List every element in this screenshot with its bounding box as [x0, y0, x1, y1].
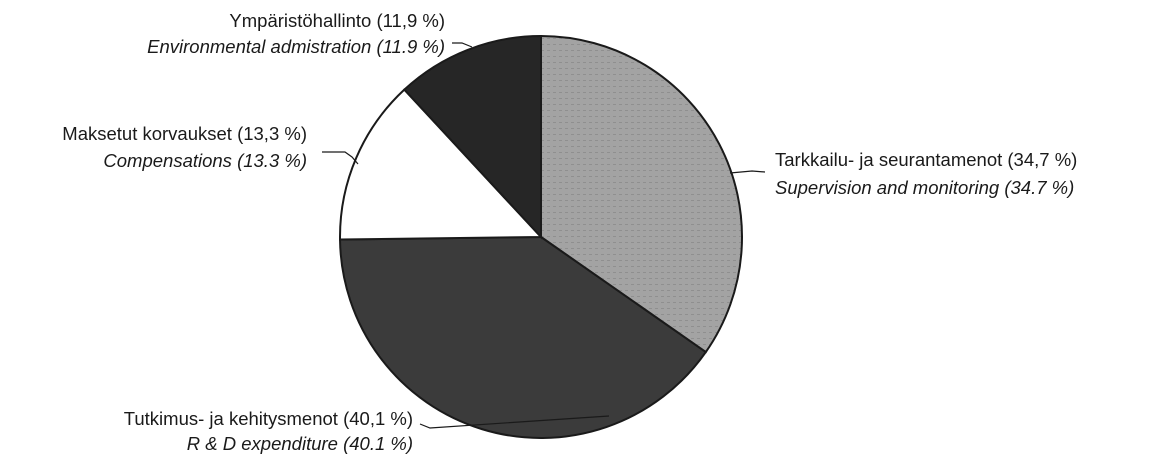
slice-label-en-environmental-administration: Environmental admistration (11.9 %): [147, 36, 445, 57]
slice-label-en-rd-expenditure: R & D expenditure (40.1 %): [187, 433, 413, 454]
leader-line-compensations: [322, 151, 359, 165]
pie-slice-rd-expenditure: [339, 235, 708, 439]
slice-label-fi-compensations: Maksetut korvaukset (13,3 %): [62, 123, 307, 144]
labels-layer: Tarkkailu- ja seurantamenot (34,7 %) Supe…: [62, 10, 1077, 454]
leader-lines-layer: [322, 42, 766, 429]
leader-line-supervision: [729, 170, 766, 174]
slice-label-en-supervision: Supervision and monitoring (34.7 %): [775, 177, 1074, 198]
pie-slice-compensations: [339, 88, 544, 241]
slice-label-fi-environmental-administration: Ympäristöhallinto (11,9 %): [229, 10, 445, 31]
slice-label-fi-rd-expenditure: Tutkimus- ja kehitysmenot (40,1 %): [124, 408, 413, 429]
slice-label-en-compensations: Compensations (13.3 %): [103, 150, 307, 171]
slices-layer: [339, 34, 743, 439]
pie-slice-supervision: [540, 34, 743, 354]
leader-line-environmental-administration: [452, 42, 473, 48]
slice-label-fi-supervision: Tarkkailu- ja seurantamenot (34,7 %): [775, 149, 1077, 170]
leader-line-rd-expenditure: [419, 415, 610, 429]
pie-slice-environmental-administration: [402, 34, 542, 240]
